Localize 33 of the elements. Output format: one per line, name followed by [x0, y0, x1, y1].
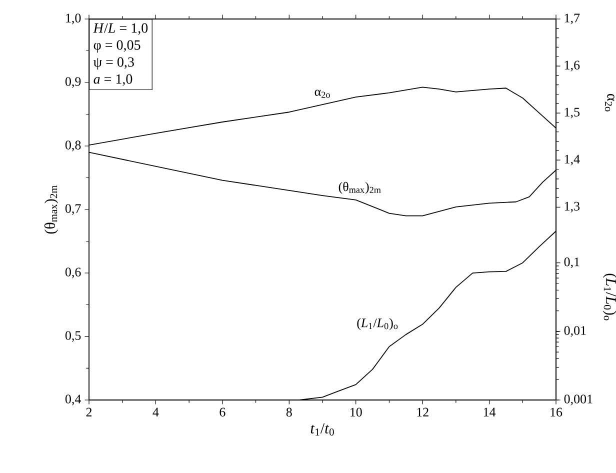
y-tick-label: 0,4	[65, 394, 82, 406]
x-tick-label: 10	[350, 408, 362, 417]
y2-tick-label: 1,3	[564, 202, 580, 212]
y-tick-label: 0,9	[65, 77, 81, 88]
annotation: H/L = 1,0	[93, 23, 148, 35]
x-tick-label: 12	[417, 408, 428, 416]
y-tick-label: 0,8	[65, 140, 81, 152]
y2-tick-label: 1,6	[564, 60, 580, 72]
x-tick-label: 4	[152, 408, 159, 416]
x-tick-label: 6	[220, 408, 226, 417]
x-tick-label: 8	[286, 408, 292, 417]
y3-tick-label: 0,1	[564, 258, 580, 268]
y2-tick-label: 1,7	[564, 14, 580, 24]
y3-tick-label: 0,001	[564, 394, 592, 406]
series-label: α$_{2o}$	[314, 90, 330, 98]
y2-tick-label: 1,4	[564, 154, 580, 166]
series-label: (L$_{1}$/L$_{0}$)$_{o}$	[357, 318, 398, 330]
x-axis-title: t$_{1}$/t$_{0}$	[310, 423, 334, 436]
y-tick-label: 0,6	[65, 268, 81, 278]
x-tick-label: 14	[484, 408, 496, 416]
y2-axis-title: α$_{2o}$	[605, 94, 614, 112]
y-tick-label: 0,5	[65, 331, 81, 342]
y3-tick-label: 0,01	[564, 326, 586, 337]
x-tick-label: 16	[550, 408, 562, 417]
y-axis-title: (θ$_{max}$)$_{2m}$	[44, 185, 58, 234]
y2-tick-label: 1,5	[564, 108, 580, 118]
annotation: a = 1,0	[94, 74, 132, 86]
y-tick-label: 1,0	[66, 14, 81, 24]
annotation: ψ = 0,3	[93, 57, 134, 70]
series-label: (θ$_{max}$)$_{2m}$	[338, 182, 381, 194]
x-tick-label: 2	[86, 408, 92, 416]
annotation: φ = 0,05	[94, 40, 140, 53]
y-tick-label: 0,7	[65, 204, 81, 215]
